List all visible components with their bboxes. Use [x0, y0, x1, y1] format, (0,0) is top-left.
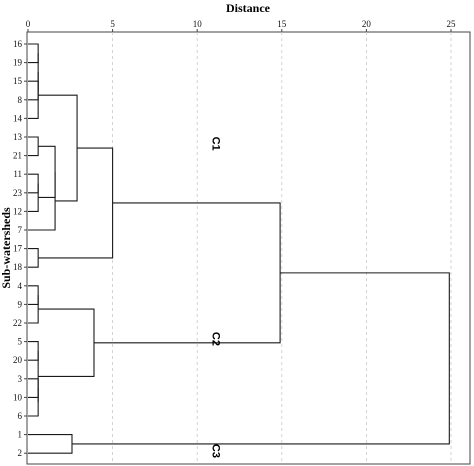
plot-frame	[26, 31, 471, 465]
x-tick-label-5: 5	[110, 19, 115, 29]
leaf-label-14: 14	[13, 113, 23, 123]
dendrogram-link-6	[28, 173, 39, 194]
leaf-label-8: 8	[18, 95, 23, 105]
dendrogram-link-10	[38, 94, 78, 202]
leaf-label-20: 20	[13, 355, 23, 365]
x-tick-label-15: 15	[277, 19, 287, 29]
dendrogram-link-7	[28, 183, 39, 212]
grid-lines	[112, 32, 452, 464]
dendrogram-link-17	[28, 388, 39, 417]
dendrogram-link-1	[28, 43, 39, 64]
leaf-label-23: 23	[13, 188, 23, 198]
dendrogram-link-20	[93, 202, 281, 344]
dendrogram-link-4	[28, 71, 39, 119]
dendrogram-link-19	[38, 308, 95, 378]
x-axis-ticks: 0 5 10 15 20 25	[26, 19, 456, 32]
leaf-label-2: 2	[18, 448, 23, 458]
leaf-label-22: 22	[13, 318, 22, 328]
leaf-label-11: 11	[13, 169, 22, 179]
dendrogram-link-21	[28, 434, 73, 454]
x-tick-label-20: 20	[362, 19, 372, 29]
x-tick-label-25: 25	[447, 19, 457, 29]
leaf-label-15: 15	[13, 76, 23, 86]
leaf-label-10: 10	[13, 392, 23, 402]
dendrogram-link-22	[71, 272, 450, 445]
leaf-label-1: 1	[18, 430, 23, 440]
y-axis-title: Sub-watersheds	[0, 207, 13, 289]
leaf-label-21: 21	[13, 151, 22, 161]
dendrogram-links	[28, 43, 450, 454]
dendrogram-link-11	[28, 248, 39, 268]
x-axis-title: Distance	[226, 1, 271, 15]
x-tick-label-0: 0	[26, 19, 31, 29]
leaf-label-7: 7	[18, 225, 23, 235]
leaf-label-6: 6	[18, 411, 23, 421]
dendrogram-link-2	[28, 80, 39, 101]
cluster-labels: C1 C2 C3	[209, 137, 221, 458]
dendrogram-link-9	[28, 171, 56, 231]
cluster-label-c3: C3	[209, 444, 221, 458]
leaf-label-3: 3	[18, 374, 23, 384]
dendrogram-link-8	[38, 145, 56, 198]
leaf-label-5: 5	[18, 337, 23, 347]
leaf-label-9: 9	[18, 299, 23, 309]
leaf-label-4: 4	[18, 281, 23, 291]
dendrogram-link-16	[28, 378, 39, 398]
leaf-label-18: 18	[13, 262, 23, 272]
cluster-label-c2: C2	[209, 332, 221, 346]
leaf-label-16: 16	[13, 39, 23, 49]
leaf-label-17: 17	[13, 244, 23, 254]
cluster-label-c1: C1	[209, 137, 221, 151]
leaf-label-12: 12	[13, 206, 22, 216]
dendrogram-link-13	[28, 285, 39, 305]
dendrogram-link-12	[38, 147, 114, 259]
dendrogram-link-15	[28, 341, 39, 361]
x-tick-label-10: 10	[193, 19, 203, 29]
leaf-label-19: 19	[13, 58, 23, 68]
leaf-label-13: 13	[13, 132, 23, 142]
dendrogram-link-5	[28, 136, 39, 157]
dendrogram-link-14	[28, 295, 39, 324]
